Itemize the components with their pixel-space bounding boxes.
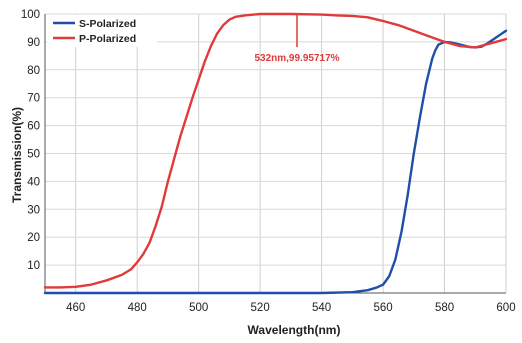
x-tick-label-540: 540 [312,302,331,314]
y-tick-label-40: 40 [27,176,40,188]
x-tick-label-500: 500 [189,302,208,314]
x-axis-title: Wavelength(nm) [248,323,341,337]
y-tick-label-50: 50 [27,149,40,161]
x-tick-label-460: 460 [66,302,85,314]
annotation-label: 532nm,99.95717% [254,53,339,64]
y-axis-title: Transmission(%) [10,107,24,203]
legend-label-p-polarized: P-Polarized [79,33,136,45]
y-tick-label-70: 70 [27,93,40,105]
y-tick-label-10: 10 [27,260,40,272]
chart-series [43,12,508,295]
x-tick-label-480: 480 [128,302,147,314]
legend-label-s-polarized: S-Polarized [79,18,136,30]
x-tick-label-560: 560 [373,302,392,314]
y-tick-label-100: 100 [21,9,40,21]
y-tick-label-30: 30 [27,204,40,216]
y-tick-label-20: 20 [27,232,40,244]
x-tick-label-580: 580 [435,302,454,314]
y-tick-label-80: 80 [27,65,40,77]
x-tick-label-600: 600 [496,302,515,314]
y-tick-label-60: 60 [27,121,40,133]
chart-tick-labels: 460 480 500 520 540 560 580 600 10 20 30 40 50 60 70 80… [21,9,516,314]
series-line-p-polarized [43,12,508,289]
legend-background [47,15,157,47]
chart-annotations: 532nm,99.95717% [254,14,340,64]
y-tick-label-90: 90 [27,37,40,49]
chart-legend: S-Polarized P-Polarized [47,15,157,47]
x-tick-label-520: 520 [251,302,270,314]
